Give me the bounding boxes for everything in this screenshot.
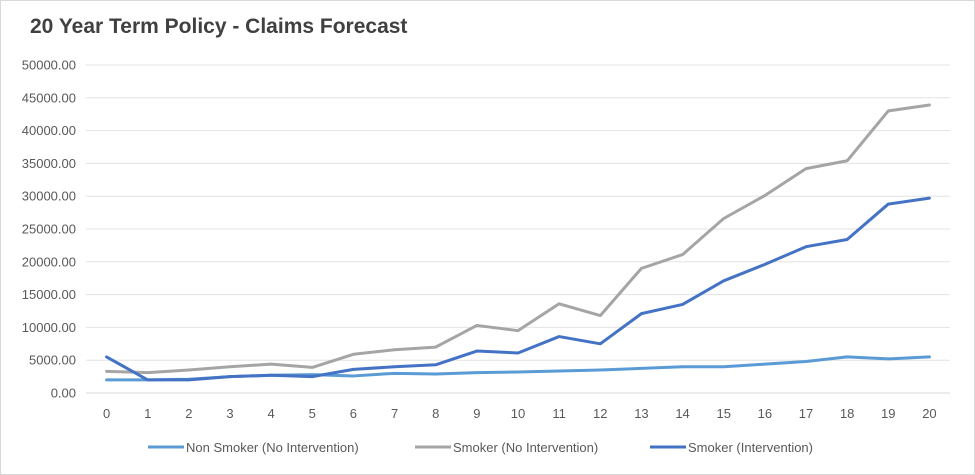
legend-label: Smoker (No Intervention): [453, 440, 598, 455]
x-tick-label: 9: [473, 406, 480, 421]
x-tick-label: 12: [593, 406, 607, 421]
x-tick-label: 18: [840, 406, 854, 421]
legend: Non Smoker (No Intervention) Smoker (No I…: [148, 440, 813, 455]
x-tick-label: 15: [716, 406, 730, 421]
series-lines: [105, 103, 931, 382]
series-line-3: [105, 196, 931, 382]
x-tick-label: 16: [758, 406, 772, 421]
y-tick-label: 50000.00: [22, 58, 76, 73]
y-tick-label: 25000.00: [22, 222, 76, 237]
chart-title: 20 Year Term Policy - Claims Forecast: [30, 15, 408, 38]
x-tick-label: 6: [350, 406, 357, 421]
y-tick-label: 10000.00: [22, 320, 76, 335]
x-tick-label: 14: [675, 406, 689, 421]
y-tick-label: 20000.00: [22, 254, 76, 269]
legend-label: Smoker (Intervention): [688, 440, 813, 455]
x-tick-label: 10: [511, 406, 525, 421]
x-tick-label: 4: [268, 406, 275, 421]
legend-label: Non Smoker (No Intervention): [186, 440, 359, 455]
series-line-2: [105, 103, 931, 375]
y-tick-label: 30000.00: [22, 189, 76, 204]
y-axis-ticks: 0.00 5000.00 10000.00 15000.00 20000.00 25000…: [22, 58, 76, 401]
x-tick-label: 13: [634, 406, 648, 421]
x-axis-ticks: 0 1 2 3 4 5 6 7 8 9 10 11 12 13 14 15 16 17 18 19 20: [103, 406, 937, 421]
x-tick-label: 8: [432, 406, 439, 421]
y-tick-label: 5000.00: [29, 353, 76, 368]
x-tick-label: 3: [226, 406, 233, 421]
y-tick-label: 40000.00: [22, 123, 76, 138]
x-tick-label: 5: [309, 406, 316, 421]
x-tick-label: 0: [103, 406, 110, 421]
gridlines: [86, 64, 950, 394]
x-tick-label: 17: [799, 406, 813, 421]
x-tick-label: 19: [881, 406, 895, 421]
y-tick-label: 35000.00: [22, 156, 76, 171]
x-tick-label: 7: [391, 406, 398, 421]
y-tick-label: 0.00: [51, 386, 76, 401]
x-tick-label: 2: [185, 406, 192, 421]
y-tick-label: 15000.00: [22, 287, 76, 302]
x-tick-label: 1: [144, 406, 151, 421]
y-tick-label: 45000.00: [22, 90, 76, 105]
x-tick-label: 11: [552, 406, 566, 421]
x-tick-label: 20: [922, 406, 936, 421]
